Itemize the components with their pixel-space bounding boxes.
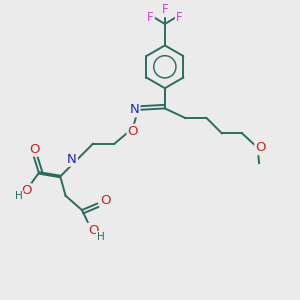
- Text: O: O: [29, 142, 39, 156]
- Text: O: O: [128, 125, 138, 138]
- Text: O: O: [255, 141, 266, 154]
- Text: O: O: [100, 194, 111, 207]
- Text: O: O: [21, 184, 31, 197]
- Text: H: H: [67, 153, 75, 163]
- Text: N: N: [67, 153, 77, 166]
- Text: F: F: [147, 11, 154, 24]
- Text: H: H: [15, 191, 23, 201]
- Text: O: O: [88, 224, 98, 237]
- Text: H: H: [97, 232, 104, 242]
- Text: F: F: [161, 3, 168, 16]
- Text: F: F: [176, 11, 182, 24]
- Text: N: N: [130, 103, 140, 116]
